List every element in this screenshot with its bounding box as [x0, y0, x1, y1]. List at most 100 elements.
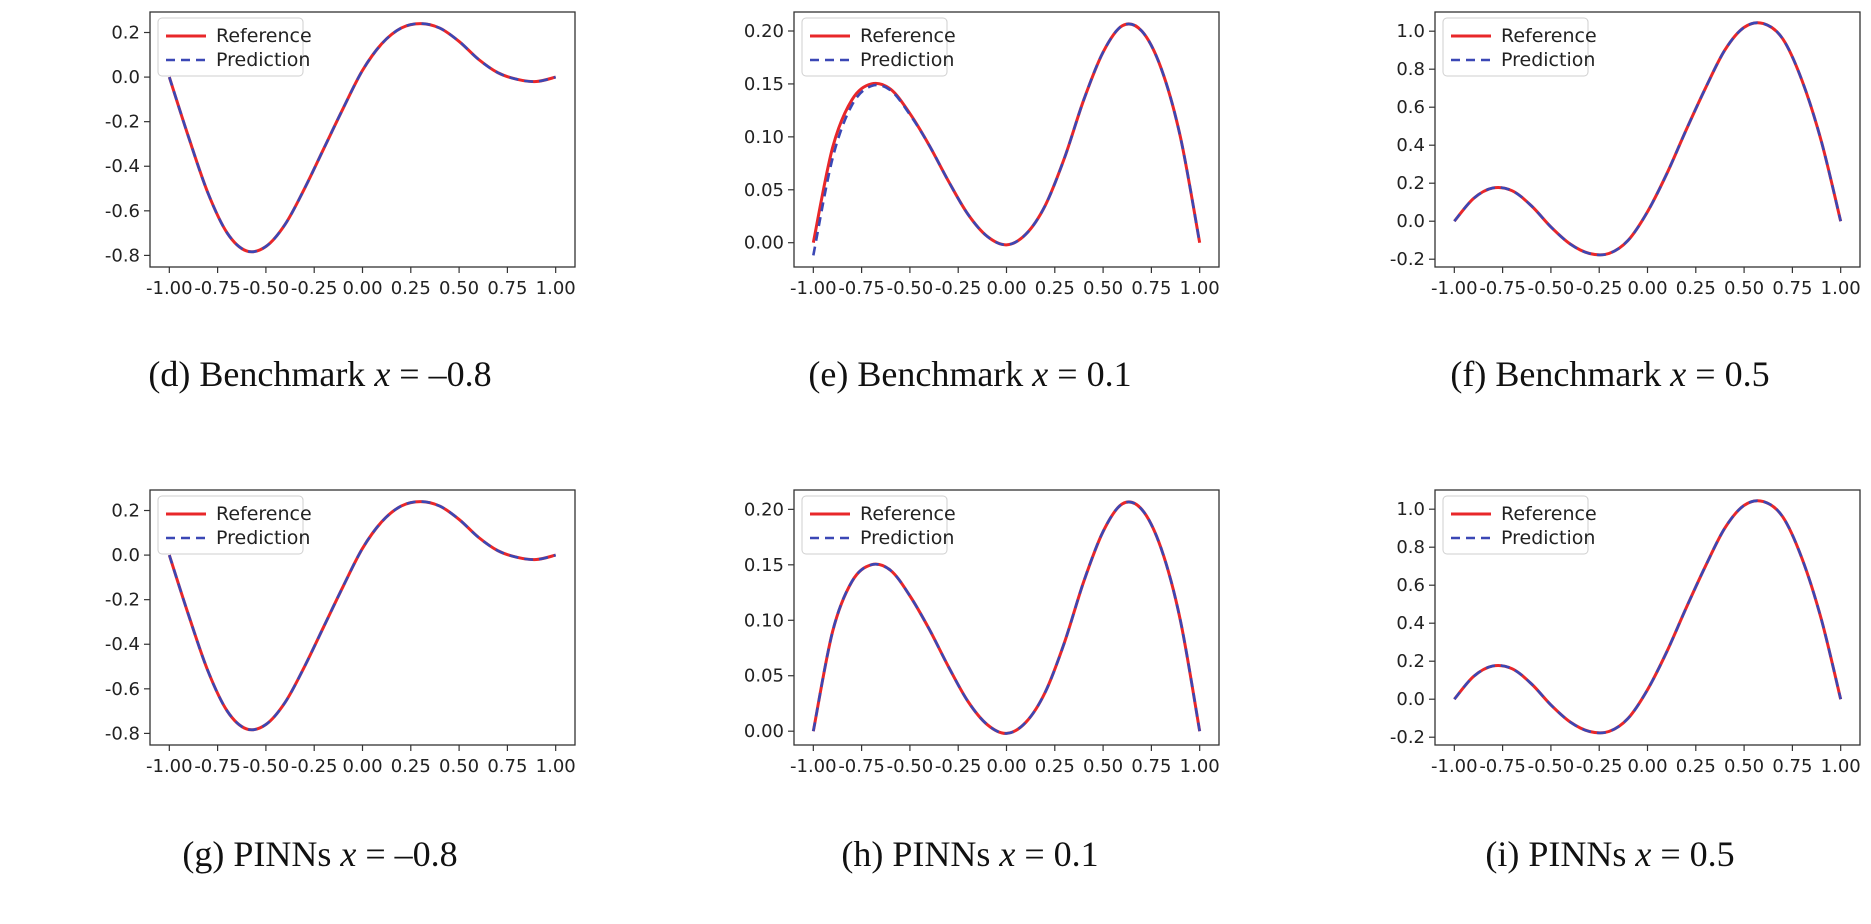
y-tick-label: 0.8	[1396, 59, 1425, 80]
x-tick-label: -0.50	[887, 756, 934, 777]
x-tick-label: 0.00	[342, 278, 382, 299]
y-tick-label: -0.4	[105, 634, 140, 655]
x-tick-label: -0.75	[838, 278, 885, 299]
y-tick-label: 0.0	[1396, 689, 1425, 710]
x-tick-label: 0.00	[342, 756, 382, 777]
x-tick-label: -0.50	[243, 278, 290, 299]
caption-prefix: (g) PINNs	[182, 834, 341, 874]
caption-value: –0.8	[394, 834, 458, 874]
x-tick-label: 0.75	[1131, 278, 1171, 299]
series-prediction-line	[1453, 499, 1842, 735]
legend-prediction-label: Prediction	[860, 527, 954, 549]
x-tick-label: 0.25	[391, 756, 431, 777]
x-tick-label: -0.25	[291, 756, 338, 777]
y-tick-label: 1.0	[1396, 499, 1425, 520]
x-tick-label: 0.50	[1724, 756, 1764, 777]
x-tick-label: 0.50	[439, 756, 479, 777]
caption-variable: x	[340, 834, 357, 874]
x-tick-label: 0.25	[1676, 756, 1716, 777]
caption-prefix: (f) Benchmark	[1450, 354, 1671, 394]
x-tick-label: 1.00	[1180, 278, 1220, 299]
caption-prefix: (d) Benchmark	[148, 354, 375, 394]
y-tick-label: -0.8	[105, 245, 140, 266]
y-tick-label: 0.2	[111, 23, 140, 44]
x-tick-label: 0.00	[1627, 756, 1667, 777]
legend-box	[801, 495, 948, 555]
legend-reference-label: Reference	[216, 503, 312, 525]
caption-prefix: (h) PINNs	[841, 834, 1000, 874]
x-tick-label: -1.00	[790, 756, 837, 777]
y-tick-label: -0.2	[105, 112, 140, 133]
x-tick-label: 1.00	[1821, 756, 1861, 777]
x-tick-label: -1.00	[146, 278, 193, 299]
x-tick-label: -0.75	[194, 756, 241, 777]
y-tick-label: 0.00	[744, 233, 784, 254]
chart-i: 1.0 0.8 0.6 0.4 0.2 0.0 -0.2 -1.00 -0.75 -0.50 -0.…	[1390, 489, 1861, 777]
caption-equals: =	[1651, 834, 1690, 874]
y-tick-label: -0.2	[1390, 249, 1425, 270]
caption-value: 0.1	[1086, 354, 1132, 394]
y-tick-label: -0.6	[105, 679, 140, 700]
series-prediction-line	[1453, 21, 1842, 257]
legend-box	[157, 17, 304, 77]
y-tick-label: -0.2	[1390, 727, 1425, 748]
legend-reference-label: Reference	[860, 503, 956, 525]
chart-h: 0.20 0.15 0.10 0.05 0.00 -1.00 -0.75 -0.50 -0.25…	[744, 489, 1220, 777]
x-tick-label: -0.75	[194, 278, 241, 299]
legend-prediction-label: Prediction	[216, 49, 310, 71]
caption-equals: =	[390, 354, 429, 394]
y-tick-label: 0.2	[111, 501, 140, 522]
y-tick-label: 0.0	[111, 67, 140, 88]
caption-variable: x	[1670, 354, 1687, 394]
caption-variable: x	[999, 834, 1016, 874]
caption-d: (d) Benchmark x = –0.8	[148, 353, 491, 395]
caption-equals: =	[1048, 354, 1087, 394]
caption-e: (e) Benchmark x = 0.1	[808, 353, 1131, 395]
legend-box	[157, 495, 304, 555]
y-tick-label: 0.15	[744, 74, 784, 95]
legend-prediction-label: Prediction	[860, 49, 954, 71]
x-tick-label: -0.50	[1528, 278, 1575, 299]
y-tick-label: 0.4	[1396, 613, 1425, 634]
y-tick-label: 1.0	[1396, 21, 1425, 42]
y-tick-label: -0.4	[105, 156, 140, 177]
x-tick-label: 0.75	[1131, 756, 1171, 777]
y-tick-label: -0.8	[105, 723, 140, 744]
x-tick-label: 0.50	[439, 278, 479, 299]
series-prediction-line	[812, 22, 1201, 256]
y-tick-label: 0.00	[744, 721, 784, 742]
x-tick-label: -0.50	[243, 756, 290, 777]
y-tick-label: 0.15	[744, 555, 784, 576]
caption-f: (f) Benchmark x = 0.5	[1450, 353, 1769, 395]
x-tick-label: 0.50	[1083, 756, 1123, 777]
legend-reference-label: Reference	[860, 25, 956, 47]
y-tick-label: 0.0	[1396, 211, 1425, 232]
caption-equals: =	[1686, 354, 1725, 394]
y-tick-label: 0.10	[744, 127, 784, 148]
x-tick-label: -0.75	[1479, 278, 1526, 299]
x-tick-label: -0.75	[1479, 756, 1526, 777]
x-tick-label: 0.00	[986, 278, 1026, 299]
legend-prediction-label: Prediction	[1501, 527, 1595, 549]
x-tick-label: -0.25	[1576, 756, 1623, 777]
y-tick-label: 0.2	[1396, 651, 1425, 672]
caption-equals: =	[356, 834, 395, 874]
caption-variable: x	[1032, 354, 1049, 394]
x-tick-label: 1.00	[536, 278, 576, 299]
y-tick-label: 0.8	[1396, 537, 1425, 558]
caption-value: –0.8	[428, 354, 492, 394]
x-tick-label: -0.50	[887, 278, 934, 299]
caption-i: (i) PINNs x = 0.5	[1485, 833, 1734, 875]
caption-g: (g) PINNs x = –0.8	[182, 833, 457, 875]
y-tick-label: 0.4	[1396, 135, 1425, 156]
x-tick-label: 0.75	[1772, 278, 1812, 299]
x-tick-label: -0.25	[1576, 278, 1623, 299]
caption-value: 0.5	[1724, 354, 1770, 394]
x-tick-label: 0.00	[986, 756, 1026, 777]
x-tick-label: -1.00	[146, 756, 193, 777]
